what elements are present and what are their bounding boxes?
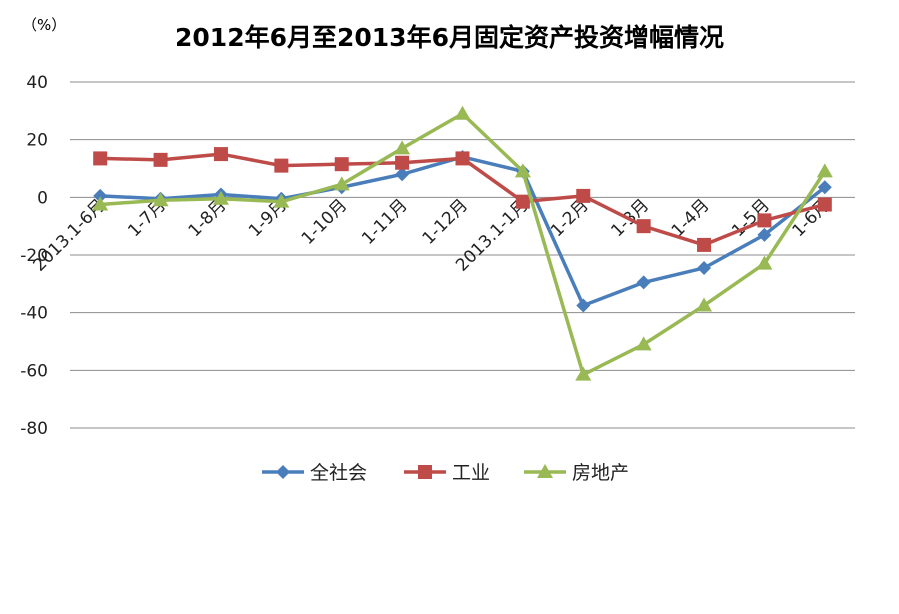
data-point [515, 194, 530, 209]
legend-marker [276, 465, 290, 479]
data-point [697, 237, 712, 252]
data-point [696, 297, 713, 312]
x-category-label: 1-10月 [298, 195, 351, 248]
y-tick-label: 40 [26, 73, 48, 93]
data-point [334, 157, 349, 172]
data-point [636, 275, 651, 290]
data-point [395, 167, 410, 182]
y-tick-label: -60 [20, 361, 48, 381]
data-point [92, 196, 109, 211]
chart-title: 2012年6月至2013年6月固定资产投资增幅情况 [175, 23, 724, 52]
data-point [697, 260, 712, 275]
y-axis-unit-label: （%） [22, 16, 67, 34]
data-point [817, 180, 832, 195]
legend-marker [537, 464, 553, 478]
legend: 全社会 工业 房地产 [262, 462, 629, 484]
data-point [757, 227, 772, 242]
data-point [153, 152, 168, 167]
data-point [333, 176, 350, 191]
y-tick-label: -40 [20, 304, 48, 324]
data-point [213, 147, 228, 162]
series-lines [92, 105, 833, 381]
data-point [576, 188, 591, 203]
data-point [635, 336, 652, 351]
y-tick-label: -80 [20, 419, 48, 439]
data-point [394, 140, 411, 155]
data-point [93, 188, 108, 203]
data-point [93, 151, 108, 166]
legend-item: 房地产 [524, 462, 629, 484]
data-point [455, 151, 470, 166]
series-line [100, 155, 826, 308]
data-point [152, 192, 169, 207]
series-3 [92, 105, 833, 381]
legend-label: 全社会 [310, 462, 367, 484]
y-tick-label: 20 [26, 131, 48, 151]
y-axis-tick-labels: 40 20 0 -20 -40 -60 -80 [20, 73, 48, 439]
data-point [576, 298, 591, 313]
data-point [817, 197, 832, 212]
data-point [273, 193, 290, 208]
data-point [395, 155, 410, 170]
legend-marker [418, 465, 432, 479]
data-point [274, 158, 289, 173]
legend-item: 全社会 [262, 462, 367, 484]
x-category-label: 1-11月 [358, 195, 411, 248]
y-tick-label: 0 [37, 188, 48, 208]
data-point [756, 255, 773, 270]
data-point [212, 190, 229, 205]
data-point [454, 105, 471, 120]
data-point [514, 163, 531, 178]
data-point [816, 163, 833, 178]
data-point [757, 213, 772, 228]
series-2 [93, 147, 832, 252]
legend-label: 工业 [452, 462, 490, 484]
legend-label: 房地产 [572, 462, 629, 484]
y-tick-label: -20 [20, 246, 48, 266]
legend-item: 工业 [404, 462, 490, 484]
x-category-label: 1-12月 [419, 195, 472, 248]
data-point [575, 366, 592, 381]
data-point [636, 219, 651, 234]
